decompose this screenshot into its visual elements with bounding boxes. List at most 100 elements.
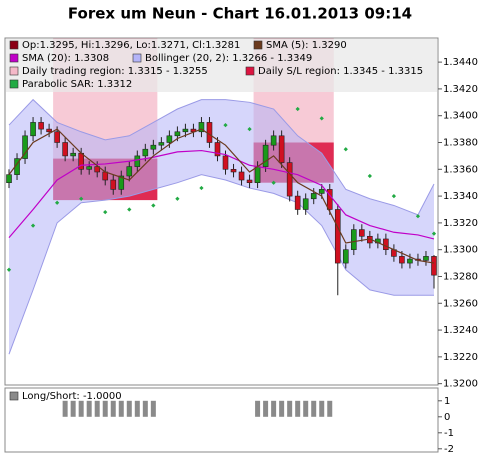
sar-dot — [271, 180, 276, 185]
candle-body — [326, 189, 333, 210]
sar-dot — [79, 196, 84, 201]
signal-bar — [102, 400, 108, 417]
signal-bar — [279, 400, 285, 417]
signal-bar — [62, 400, 68, 417]
sar-dot — [367, 173, 372, 179]
candle-body — [278, 135, 285, 163]
legend-label: Daily S/L region: 1.3345 - 1.3315 — [258, 66, 423, 77]
sar-dot — [223, 122, 228, 128]
candle-body — [230, 168, 237, 173]
signal-bar — [150, 400, 156, 417]
signal-bar — [295, 400, 301, 417]
band-lower — [8, 174, 434, 355]
signal-bar — [255, 400, 261, 417]
lower-tick-label: 0 — [444, 412, 450, 423]
candle-body — [110, 179, 117, 190]
legend: Op:1.3295, Hi:1.3296, Lo:1.3271, Cl:1.32… — [9, 40, 423, 90]
sar-dot — [431, 231, 437, 236]
y-axis: 1.3200 1.3220 1.3240 1.3260 1.3280 1.3300 1.33… — [438, 57, 478, 390]
y-tick-label: 1.3200 — [443, 379, 478, 390]
y-tick-label: 1.3260 — [443, 298, 478, 309]
signal-bar — [287, 400, 293, 417]
candle-body — [198, 122, 205, 133]
candle-body — [262, 144, 269, 167]
candle-body — [310, 193, 317, 200]
candle-body — [302, 198, 309, 210]
candle-body — [359, 229, 365, 237]
sar-dot — [343, 147, 348, 152]
sar-dot — [391, 193, 397, 199]
legend-swatch — [253, 40, 263, 50]
signal-bar — [327, 400, 333, 417]
legend-label: Long/Short: -1.0000 — [22, 391, 122, 402]
signal-bar — [78, 400, 84, 417]
candle-body — [22, 135, 28, 159]
legend-label: Parabolic SAR: 1.3312 — [22, 79, 132, 90]
y-tick-label: 1.3400 — [443, 111, 478, 122]
signal-bar — [86, 400, 92, 417]
band-upper — [8, 98, 435, 216]
y-tick-label: 1.3340 — [443, 191, 478, 202]
legend-label: SMA (5): 1.3290 — [266, 40, 347, 51]
sar-dot — [30, 223, 36, 228]
lower-tick-label: -1 — [444, 428, 454, 439]
candle-body — [38, 122, 44, 130]
sar-dot — [103, 210, 108, 215]
lower-tick-label: 1 — [444, 396, 450, 407]
legend-box — [6, 39, 437, 92]
sar-dot — [199, 185, 204, 191]
y-tick-label: 1.3440 — [443, 57, 478, 68]
candle-body — [150, 144, 157, 150]
lower-panel — [4, 387, 439, 453]
candle-body — [334, 209, 341, 264]
signal-bar — [311, 400, 317, 417]
candle-body — [407, 258, 413, 264]
main-frame — [4, 37, 439, 386]
signal-bar — [142, 400, 148, 417]
y-tick-label: 1.3300 — [443, 245, 478, 256]
candle-body — [94, 166, 101, 173]
signal-bar — [126, 400, 132, 417]
legend-label: Op:1.3295, Hi:1.3296, Lo:1.3271, Cl:1.32… — [22, 40, 240, 51]
legend-label: Daily trading region: 1.3315 - 1.3255 — [22, 66, 208, 77]
sar-dot — [54, 200, 60, 205]
signal-bar — [110, 400, 116, 417]
candle-body — [62, 142, 68, 157]
candle-body — [286, 162, 293, 197]
legend-swatch — [9, 40, 19, 50]
candle-body — [134, 155, 141, 167]
candle-body — [206, 122, 213, 143]
candle-body — [86, 166, 92, 170]
sar-dot — [247, 126, 252, 132]
candle-body — [182, 128, 189, 133]
candle-body — [383, 238, 389, 250]
signal-bar — [134, 400, 140, 417]
y-tick-label: 1.3280 — [443, 271, 478, 282]
y-tick-label: 1.3320 — [443, 218, 478, 229]
legend-swatch — [245, 66, 255, 76]
candle-body — [126, 166, 133, 177]
indicator-line — [8, 149, 435, 240]
candle-body — [46, 128, 52, 133]
signal-bar — [70, 400, 76, 417]
legend-label: SMA (20): 1.3308 — [22, 53, 109, 64]
y-tick-label: 1.3220 — [443, 352, 478, 363]
legend-swatch — [9, 391, 19, 401]
candle-body — [54, 131, 60, 143]
y-tick-label: 1.3380 — [443, 138, 478, 149]
y-tick-label: 1.3420 — [443, 84, 478, 95]
legend-swatch — [9, 66, 19, 76]
candle-body — [222, 155, 229, 170]
candle-body — [294, 195, 301, 210]
y-tick-label: 1.3240 — [443, 325, 478, 336]
candle-body — [214, 142, 221, 157]
candle-body — [6, 174, 12, 183]
signal-bar — [94, 400, 100, 417]
candle-body — [166, 135, 173, 143]
sar-dot — [415, 214, 421, 219]
candle-body — [254, 166, 261, 183]
indicator-line — [8, 128, 435, 264]
sar-dot — [151, 203, 156, 208]
